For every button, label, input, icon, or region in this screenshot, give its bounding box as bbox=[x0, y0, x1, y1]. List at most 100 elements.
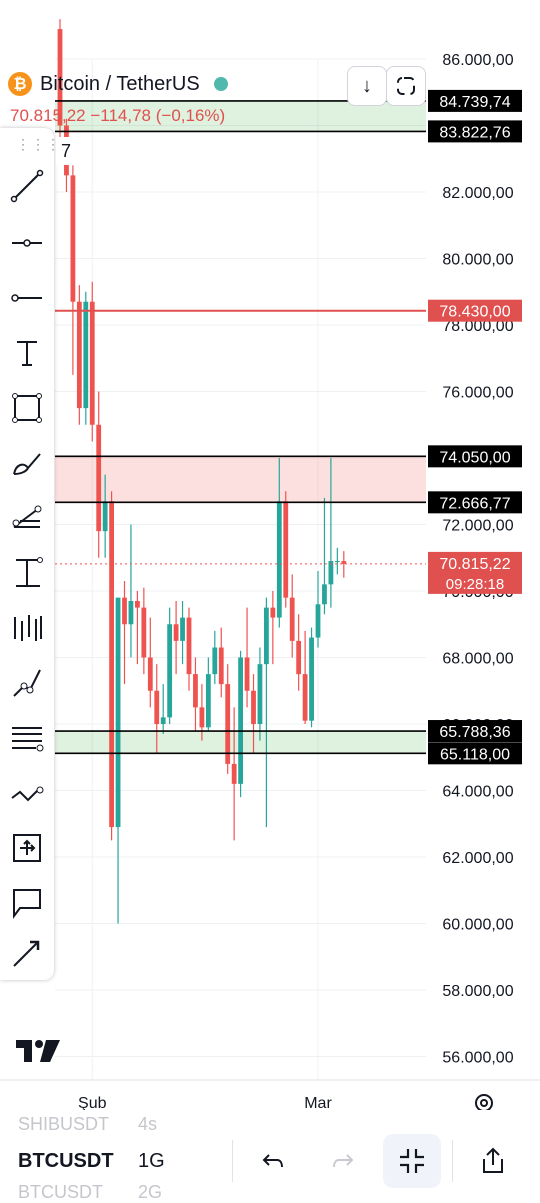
last-price-label: 70.815,22 bbox=[439, 556, 510, 573]
candle bbox=[122, 597, 127, 625]
tradingview-logo-icon bbox=[16, 1038, 62, 1069]
candle bbox=[231, 763, 237, 784]
candle bbox=[315, 604, 321, 638]
candle bbox=[270, 607, 276, 618]
prev-timeframe[interactable]: 4s bbox=[138, 1114, 158, 1134]
drag-handle-icon[interactable]: ⋮⋮⋮ bbox=[16, 136, 61, 152]
candle bbox=[76, 301, 82, 409]
candle bbox=[180, 617, 185, 641]
y-tick-label: 76.000,00 bbox=[442, 385, 513, 402]
candle bbox=[257, 664, 263, 724]
y-tick-label: 82.000,00 bbox=[442, 185, 513, 202]
symbol-header[interactable]: ₿ Bitcoin / TetherUS bbox=[8, 72, 228, 96]
level-label: 84.739,74 bbox=[439, 94, 510, 111]
settings-icon-core bbox=[480, 1099, 488, 1107]
y-tick-label: 80.000,00 bbox=[442, 252, 513, 269]
y-tick-label: 68.000,00 bbox=[442, 651, 513, 668]
candle bbox=[334, 561, 340, 563]
candle bbox=[264, 607, 269, 665]
fib-retracement-icon[interactable] bbox=[7, 498, 47, 538]
next-timeframe[interactable]: 2G bbox=[138, 1182, 163, 1202]
candle bbox=[276, 501, 282, 618]
y-tick-label: 78.000,00 bbox=[442, 318, 513, 335]
y-tick-label: 86.000,00 bbox=[442, 52, 513, 69]
download-icon[interactable]: ↓ bbox=[347, 66, 387, 106]
candle bbox=[147, 657, 153, 691]
candle bbox=[244, 657, 250, 691]
bottom-bar: SHIBUSDT 4s BTCUSDT 2G bbox=[0, 1110, 540, 1202]
candle bbox=[154, 690, 160, 724]
candle bbox=[141, 607, 147, 658]
measure-icon[interactable] bbox=[7, 828, 47, 868]
bars-pattern-icon[interactable] bbox=[7, 608, 47, 648]
candle bbox=[322, 584, 327, 605]
bitcoin-logo-icon: ₿ bbox=[8, 72, 32, 96]
candle bbox=[96, 424, 102, 532]
candle bbox=[328, 561, 334, 585]
candle bbox=[83, 301, 89, 409]
share-icon[interactable] bbox=[464, 1134, 522, 1188]
brush-icon[interactable] bbox=[7, 443, 47, 483]
callout-icon[interactable] bbox=[7, 883, 47, 923]
parallel-channel-icon[interactable] bbox=[7, 718, 47, 758]
candle bbox=[212, 647, 218, 675]
divider bbox=[452, 1140, 453, 1182]
current-symbol[interactable]: BTCUSDT bbox=[18, 1150, 114, 1172]
candle bbox=[205, 674, 211, 728]
next-symbol[interactable]: BTCUSDT bbox=[18, 1182, 103, 1202]
exit-fullscreen-icon[interactable] bbox=[383, 1134, 441, 1188]
prev-symbol[interactable]: SHIBUSDT bbox=[18, 1114, 110, 1134]
ray-icon[interactable] bbox=[7, 278, 47, 318]
candle bbox=[109, 501, 114, 828]
candle bbox=[57, 29, 63, 126]
rectangle-icon[interactable] bbox=[7, 388, 47, 428]
fullscreen-icon[interactable] bbox=[386, 66, 426, 106]
candle bbox=[251, 690, 256, 724]
y-tick-label: 62.000,00 bbox=[442, 850, 513, 867]
symbol-name: Bitcoin / TetherUS bbox=[40, 72, 200, 95]
price-range-icon[interactable] bbox=[7, 553, 47, 593]
candle bbox=[199, 707, 205, 728]
candle bbox=[173, 624, 179, 641]
level-label-bg bbox=[428, 742, 522, 765]
path-tool-icon[interactable] bbox=[7, 663, 47, 703]
price-chart[interactable]: 86.000,0084.000,0082.000,0080.000,0078.0… bbox=[0, 0, 540, 1120]
y-tick-label: 72.000,00 bbox=[442, 518, 513, 535]
last-price-label-bg bbox=[428, 551, 522, 594]
settings-icon[interactable] bbox=[475, 1094, 493, 1112]
candle bbox=[135, 600, 140, 608]
level-label: 72.666,77 bbox=[439, 495, 510, 512]
arrow-icon[interactable] bbox=[7, 933, 47, 973]
current-timeframe[interactable]: 1G bbox=[138, 1150, 165, 1172]
undo-icon[interactable] bbox=[244, 1134, 302, 1188]
candle bbox=[341, 561, 347, 564]
level-label: 65.788,36 bbox=[439, 724, 510, 741]
candle bbox=[218, 647, 224, 685]
level-label-bg bbox=[428, 491, 522, 514]
y-tick-label: 64.000,00 bbox=[442, 784, 513, 801]
countdown-label: 09:28:18 bbox=[446, 576, 504, 593]
level-label: 65.118,00 bbox=[440, 746, 510, 763]
level-label: 83.822,76 bbox=[439, 124, 510, 141]
y-tick-label: 60.000,00 bbox=[442, 917, 513, 934]
text-tool-icon[interactable] bbox=[7, 333, 47, 373]
level-label-bg bbox=[428, 89, 522, 112]
candle bbox=[283, 501, 289, 598]
candle bbox=[89, 301, 95, 425]
horizontal-ray-icon[interactable] bbox=[7, 223, 47, 263]
trend-line-icon[interactable] bbox=[7, 166, 47, 206]
redo-icon[interactable] bbox=[314, 1134, 372, 1188]
candle bbox=[128, 600, 134, 625]
x-tick-label: Şub bbox=[78, 1095, 107, 1112]
candle bbox=[238, 657, 243, 784]
forecast-line-icon[interactable] bbox=[7, 773, 47, 813]
candle bbox=[186, 617, 192, 675]
tool-count-badge: 7 bbox=[56, 137, 76, 165]
candle bbox=[296, 640, 302, 675]
level-label-bg bbox=[428, 299, 522, 322]
level-label: 74.050,00 bbox=[439, 449, 510, 466]
resistance-zone bbox=[55, 456, 426, 503]
divider bbox=[232, 1140, 233, 1182]
candle bbox=[193, 674, 198, 708]
candle bbox=[160, 717, 166, 724]
